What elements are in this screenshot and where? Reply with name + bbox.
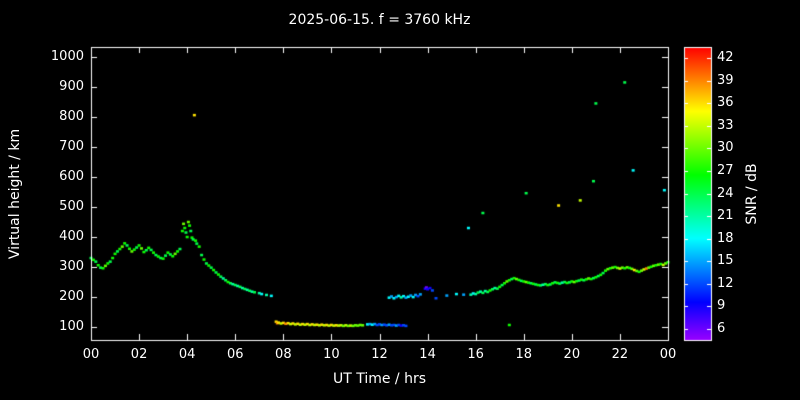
y-axis-label: Virtual height / km	[7, 128, 23, 260]
x-tick-label: 00	[659, 347, 677, 362]
y-tick-label: 200	[59, 289, 84, 305]
colorbar-tick-label: 30	[717, 140, 734, 156]
colorbar-tick-label: 12	[717, 275, 734, 291]
colorbar-tick-label: 36	[717, 95, 734, 111]
colorbar-tick-label: 21	[717, 208, 734, 224]
x-axis-label: UT Time / hrs	[332, 371, 427, 387]
x-tick-label: 00	[82, 347, 100, 362]
x-tick-label: 08	[275, 347, 292, 362]
colorbar-tick-label: 15	[717, 253, 734, 269]
y-tick-label: 500	[59, 199, 84, 214]
x-tick-label: 20	[563, 347, 581, 362]
x-tick-label: 06	[226, 347, 244, 362]
y-tick-label: 1000	[50, 48, 84, 64]
colorbar-tick-label: 42	[717, 50, 734, 66]
colorbar-tick-label: 27	[717, 162, 734, 178]
x-tick-label: 14	[419, 347, 436, 362]
colorbar-tick-label: 6	[717, 320, 726, 336]
x-tick-label: 18	[515, 347, 533, 362]
y-tick-label: 400	[59, 229, 84, 245]
colorbar-tick-label: 33	[717, 117, 734, 133]
colorbar-tick-label: 24	[717, 185, 734, 201]
y-tick-label: 600	[59, 168, 84, 184]
x-tick-label: 02	[130, 347, 148, 362]
colorbar-tick-label: 18	[717, 230, 734, 246]
colorbar-tick-label: 39	[717, 72, 734, 88]
x-tick-label: 22	[611, 347, 629, 362]
y-tick-label: 100	[59, 319, 84, 335]
y-tick-label: 300	[59, 259, 84, 275]
colorbar-tick-label: 9	[717, 298, 726, 314]
x-tick-label: 12	[371, 347, 388, 362]
x-tick-label: 16	[467, 347, 484, 362]
y-tick-label: 900	[59, 78, 84, 94]
x-tick-label: 04	[178, 347, 196, 362]
x-tick-label: 10	[323, 347, 340, 362]
colorbar-label: SNR / dB	[744, 163, 760, 225]
y-tick-label: 700	[59, 138, 84, 154]
y-tick-label: 800	[59, 108, 84, 124]
chart-title: 2025-06-15. f = 3760 kHz	[288, 12, 471, 28]
